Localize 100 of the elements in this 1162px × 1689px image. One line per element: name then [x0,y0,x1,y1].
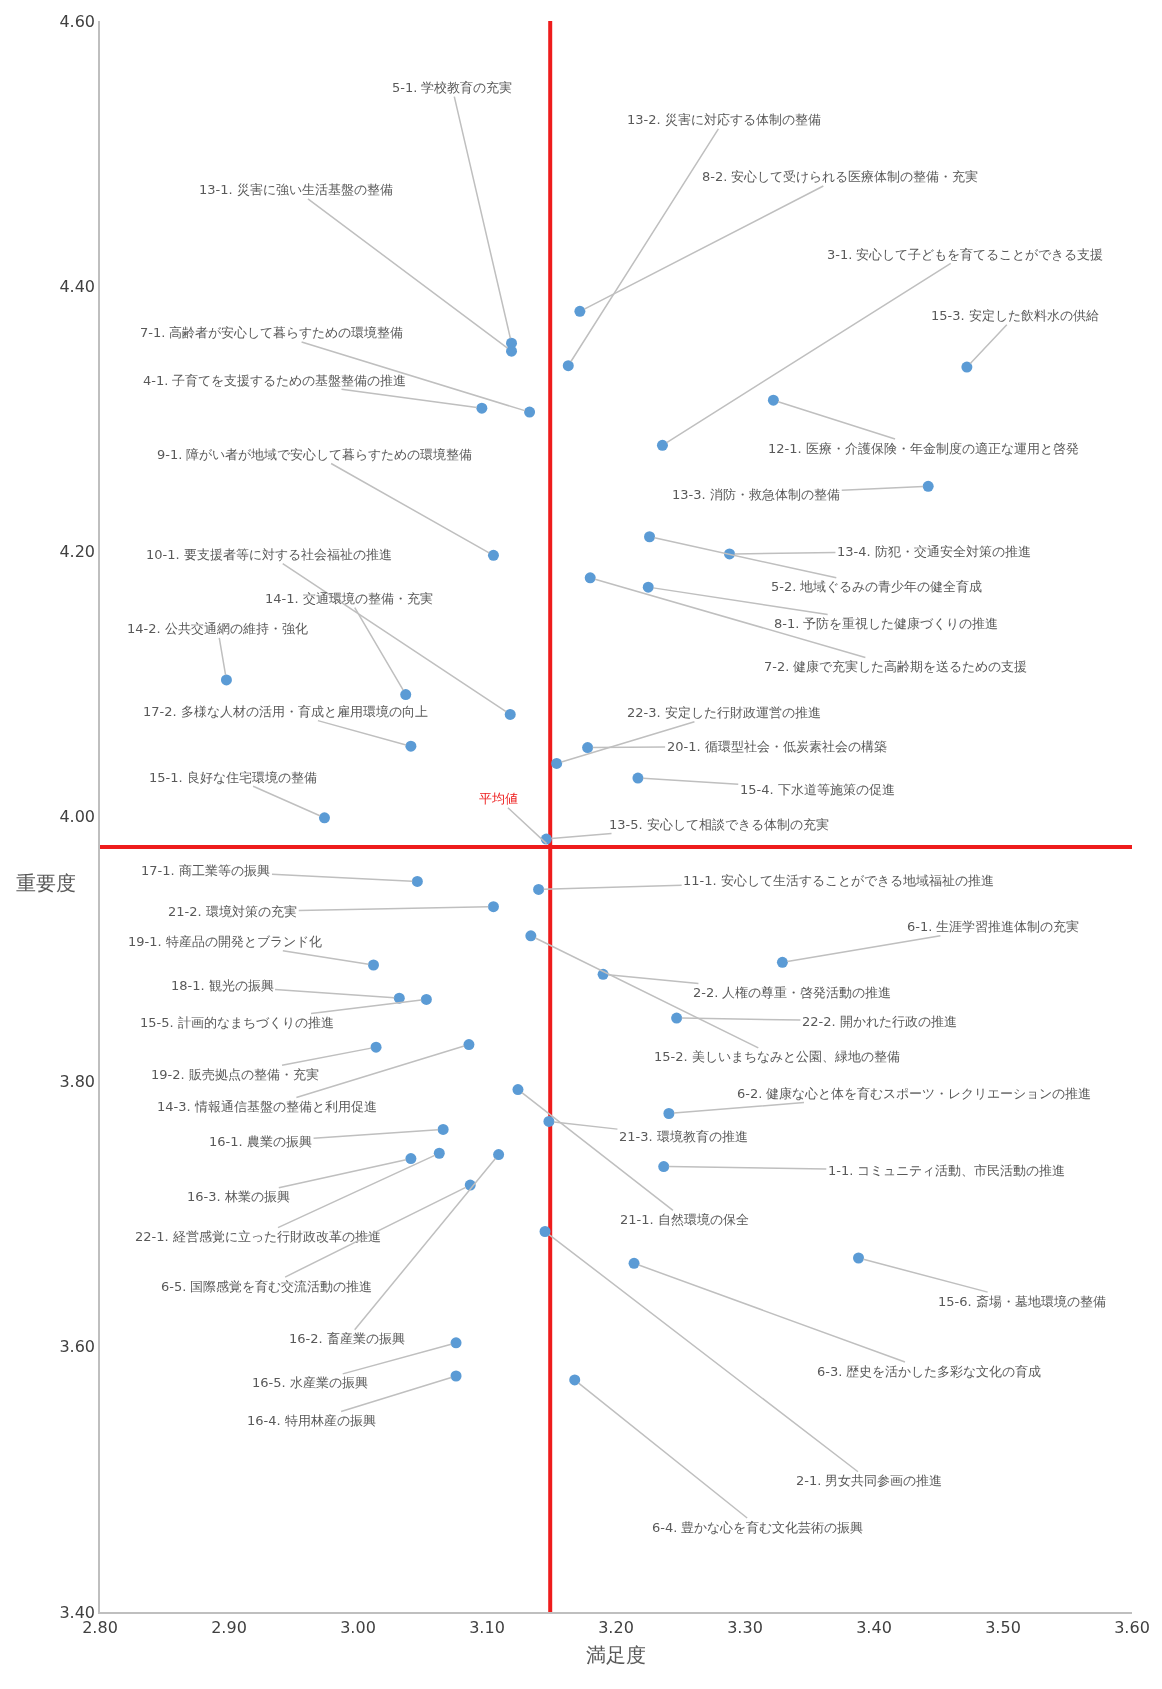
point [632,772,644,784]
point [628,1257,640,1269]
annotation: 8-2. 安心して受けられる医療体制の整備・充実 [702,169,979,184]
point [370,1041,382,1053]
point [487,901,499,913]
point [525,930,537,942]
annotation: 13-4. 防犯・交通安全対策の推進 [837,544,1031,559]
annotation: 8-1. 予防を重視した健康づくりの推進 [774,616,999,631]
annotation: 13-5. 安心して相談できる体制の充実 [609,817,829,832]
point [318,812,330,824]
annotation: 5-1. 学校教育の充実 [392,80,513,95]
annotation: 4-1. 子育てを支援するための基盤整備の推進 [143,373,407,388]
annotation: 15-2. 美しいまちなみと公園、緑地の整備 [654,1049,900,1064]
point [400,689,412,701]
point [569,1374,581,1386]
y-axis-title: 重要度 [16,871,76,895]
annotation: 22-2. 開かれた行政の推進 [802,1014,957,1029]
annotation: 14-2. 公共交通網の維持・強化 [127,621,308,636]
point [524,406,536,418]
annotation: 15-3. 安定した飲料水の供給 [931,308,1099,323]
y-tick-label: 3.60 [59,1337,96,1357]
point [644,531,656,543]
annotation: 15-1. 良好な住宅環境の整備 [149,770,317,785]
x-axis-title: 満足度 [586,1642,646,1667]
point [776,956,788,968]
point [671,1012,683,1024]
annotation: 7-1. 高齢者が安心して暮らすための環境整備 [140,325,404,340]
y-tick-label: 4.00 [59,807,96,827]
annotation: 10-1. 要支援者等に対する社会福祉の推進 [146,547,392,562]
point [476,402,488,414]
annotation: 3-1. 安心して子どもを育てることができる支援 [827,247,1104,262]
annotation: 7-2. 健康で充実した高齢期を送るための支援 [764,659,1028,674]
x-tick-label: 3.40 [856,1617,892,1637]
x-tick-label: 2.90 [211,1617,247,1637]
point [493,1149,505,1161]
point [562,360,574,372]
annotation: 15-6. 斎場・墓地環境の整備 [938,1294,1106,1309]
annotation: 16-5. 水産業の振興 [252,1375,368,1390]
x-tick-label: 3.60 [1114,1617,1150,1637]
annotation: 22-3. 安定した行財政運営の推進 [627,705,821,720]
point [487,549,499,561]
annotation: 6-4. 豊かな心を育む文化芸術の振興 [652,1520,864,1535]
point [450,1337,462,1349]
point [463,1039,475,1051]
annotation: 1-1. コミュニティ活動、市民活動の推進 [828,1163,1066,1178]
annotation: 19-2. 販売拠点の整備・充実 [151,1067,319,1082]
annotation: 21-1. 自然環境の保全 [620,1212,749,1227]
point [582,742,594,754]
point [574,305,586,317]
point [411,875,423,887]
x-tick-label: 3.00 [340,1617,376,1637]
annotation: 2-2. 人権の尊重・啓発活動の推進 [693,985,892,1000]
point [504,708,516,720]
annotation: 5-2. 地域ぐるみの青少年の健全育成 [771,579,983,594]
point [367,959,379,971]
annotation: 6-1. 生涯学習推進体制の充実 [907,919,1080,934]
annotation: 12-1. 医療・介護保険・年金制度の適正な運用と啓発 [768,441,1079,456]
annotation: 20-1. 循環型社会・低炭素社会の構築 [667,739,887,754]
y-tick-label: 4.40 [59,276,96,296]
annotation: 11-1. 安心して生活することができる地域福祉の推進 [683,873,994,888]
annotation: 14-3. 情報通信基盤の整備と利用促進 [157,1099,377,1114]
annotation: 2-1. 男女共同参画の推進 [796,1473,943,1488]
point [767,394,779,406]
annotation: 平均値 [479,791,518,806]
point [533,883,545,895]
annotation: 18-1. 観光の振興 [171,978,274,993]
point [658,1161,670,1173]
point [405,1153,417,1165]
annotation: 16-1. 農業の振興 [209,1134,312,1149]
annotation: 21-2. 環境対策の充実 [168,904,297,919]
y-tick-label: 4.60 [59,11,96,31]
point [405,740,417,752]
annotation: 14-1. 交通環境の整備・充実 [265,591,433,606]
point [437,1123,449,1135]
point [961,361,973,373]
annotation: 6-5. 国際感覚を育む交流活動の推進 [161,1279,373,1294]
point [512,1084,524,1096]
point [584,572,596,584]
point [539,1225,551,1237]
annotation: 15-4. 下水道等施策の促進 [740,782,895,797]
annotation: 13-2. 災害に対応する体制の整備 [627,112,821,127]
point [656,439,668,451]
annotation: 16-2. 畜産業の振興 [289,1331,405,1346]
annotation: 21-3. 環境教育の推進 [619,1129,748,1144]
annotation: 16-3. 林業の振興 [187,1189,290,1204]
annotation: 17-1. 商工業等の振興 [141,863,270,878]
point [551,757,563,769]
point [420,993,432,1005]
point [543,1115,555,1127]
annotation: 17-2. 多様な人材の活用・育成と雇用環境の向上 [143,704,428,719]
point [642,581,654,593]
annotation: 6-2. 健康な心と体を育むスポーツ・レクリエーションの推進 [737,1086,1092,1101]
x-tick-label: 3.30 [727,1617,763,1637]
point [853,1252,865,1264]
y-tick-label: 4.20 [59,541,96,561]
x-tick-label: 3.50 [985,1617,1021,1637]
annotation: 15-5. 計画的なまちづくりの推進 [140,1015,334,1030]
annotation: 13-1. 災害に強い生活基盤の整備 [199,182,393,197]
annotation: 19-1. 特産品の開発とブランド化 [128,934,322,949]
annotation: 13-3. 消防・救急体制の整備 [672,487,840,502]
